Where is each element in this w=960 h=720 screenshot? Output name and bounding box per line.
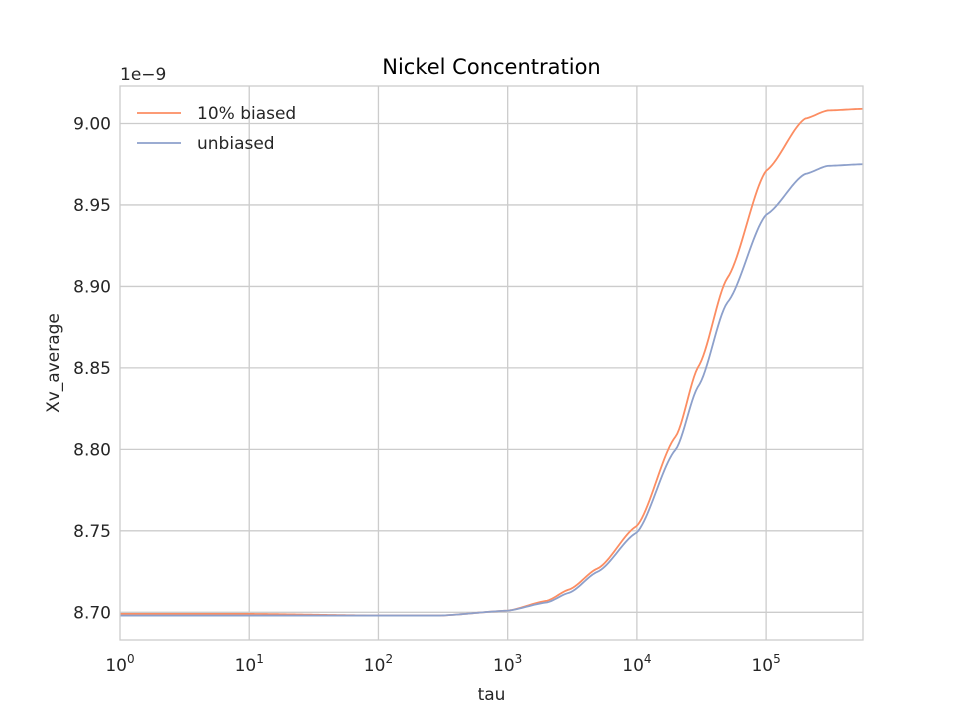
- x-tick-label: 102: [364, 652, 393, 676]
- legend: 10% biased unbiased: [137, 104, 296, 154]
- x-tick-label: 103: [493, 652, 522, 676]
- x-tick-label: 104: [622, 652, 651, 676]
- y-tick-label: 8.85: [73, 359, 111, 379]
- y-axis-label: Xv_average: [44, 313, 64, 413]
- y-tick-label: 8.70: [73, 603, 111, 623]
- y-tick-label: 9.00: [73, 114, 111, 134]
- y-tick-label: 8.90: [73, 277, 111, 297]
- x-tick-label: 105: [751, 652, 780, 676]
- y-tick-label: 8.95: [73, 196, 111, 216]
- y-tick-label: 8.75: [73, 522, 111, 542]
- legend-label-10pct-biased: 10% biased: [197, 104, 296, 124]
- grid-layer: [120, 86, 863, 640]
- x-tick-label: 101: [235, 652, 264, 676]
- series-layer: [120, 107, 864, 617]
- series-line-10pct-biased: [120, 107, 864, 617]
- series-line-unbiased: [120, 163, 864, 617]
- y-tick-label: 8.80: [73, 440, 111, 460]
- y-offset-label: 1e−9: [120, 65, 166, 85]
- plot-frame: [119, 85, 864, 641]
- x-tick-label: 100: [105, 652, 134, 676]
- chart-title: Nickel Concentration: [382, 55, 601, 79]
- x-axis-label: tau: [478, 685, 506, 705]
- legend-label-unbiased: unbiased: [197, 134, 275, 154]
- tick-layer: 100 101 102 103 104 105 8.70 8.75 8.80 8.85 8.90 8.…: [73, 114, 781, 676]
